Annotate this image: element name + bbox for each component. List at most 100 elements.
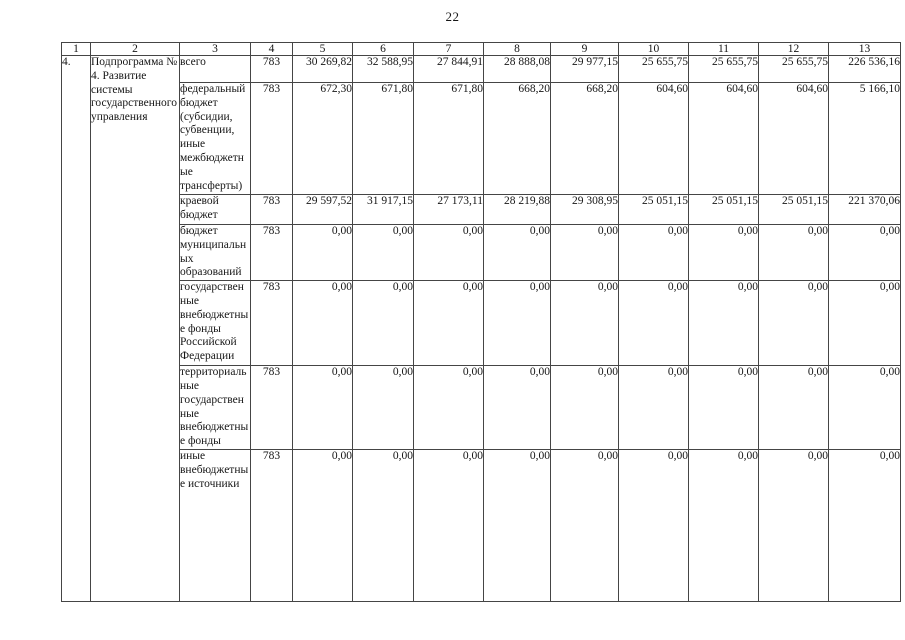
row-number-cell: 4. xyxy=(61,55,91,602)
table-row-municipal-budget: бюджет муниципальных образований 783 0,0… xyxy=(62,223,901,282)
value-cell: 0,00 xyxy=(292,223,353,282)
value-cell: 0,00 xyxy=(352,365,414,450)
column-header-3: 3 xyxy=(179,42,251,56)
value-cell: 0,00 xyxy=(292,365,353,450)
value-cell: 25 655,75 xyxy=(758,55,829,83)
value-cell: 0,00 xyxy=(688,365,759,450)
value-cell: 0,00 xyxy=(618,365,689,450)
column-header-10: 10 xyxy=(618,42,689,56)
program-name-cell: Подпрограмма № 4. Развитие системы госуд… xyxy=(90,55,180,602)
value-cell: 0,00 xyxy=(352,448,414,602)
column-header-13: 13 xyxy=(828,42,901,56)
value-cell: 0,00 xyxy=(550,448,619,602)
value-cell: 28 888,08 xyxy=(483,55,551,83)
table-row-regional-budget: краевой бюджет 783 29 597,52 31 917,15 2… xyxy=(62,194,901,225)
column-header-11: 11 xyxy=(688,42,759,56)
value-cell: 25 655,75 xyxy=(618,55,689,83)
value-cell: 32 588,95 xyxy=(352,55,414,83)
funding-source-cell: территориальные государственные внебюдже… xyxy=(179,365,251,450)
value-cell: 604,60 xyxy=(758,82,829,195)
value-cell: 25 051,15 xyxy=(758,194,829,225)
value-cell: 25 051,15 xyxy=(688,194,759,225)
value-cell: 0,00 xyxy=(758,280,829,367)
value-cell: 27 844,91 xyxy=(413,55,484,83)
value-cell: 0,00 xyxy=(483,448,551,602)
value-cell: 27 173,11 xyxy=(413,194,484,225)
column-header-6: 6 xyxy=(352,42,414,56)
funding-source-cell: краевой бюджет xyxy=(179,194,251,225)
value-cell: 28 219,88 xyxy=(483,194,551,225)
value-cell: 0,00 xyxy=(550,280,619,367)
value-cell: 604,60 xyxy=(688,82,759,195)
value-cell: 0,00 xyxy=(413,223,484,282)
value-cell: 5 166,10 xyxy=(828,82,901,195)
value-cell: 0,00 xyxy=(550,223,619,282)
funding-source-cell: всего xyxy=(179,55,251,83)
value-cell: 0,00 xyxy=(688,448,759,602)
code-cell: 783 xyxy=(250,448,293,602)
value-cell: 31 917,15 xyxy=(352,194,414,225)
value-cell: 0,00 xyxy=(352,223,414,282)
value-cell: 0,00 xyxy=(758,448,829,602)
funding-source-cell: государственные внебюджетные фонды Росси… xyxy=(179,280,251,367)
value-cell: 0,00 xyxy=(483,365,551,450)
code-cell: 783 xyxy=(250,194,293,225)
value-cell: 29 977,15 xyxy=(550,55,619,83)
page-number: 22 xyxy=(445,9,460,24)
value-cell: 671,80 xyxy=(352,82,414,195)
value-cell: 0,00 xyxy=(352,280,414,367)
code-cell: 783 xyxy=(250,223,293,282)
column-header-2: 2 xyxy=(90,42,180,56)
code-cell: 783 xyxy=(250,365,293,450)
table-row-other-extrabudgetary-sources: иные внебюджетные источники 783 0,00 0,0… xyxy=(62,448,901,602)
table-row-state-extrabudgetary-funds: государственные внебюджетные фонды Росси… xyxy=(62,280,901,367)
value-cell: 0,00 xyxy=(483,223,551,282)
table-row-territorial-extrabudgetary-funds: территориальные государственные внебюдже… xyxy=(62,365,901,450)
value-cell: 0,00 xyxy=(483,280,551,367)
column-header-1: 1 xyxy=(61,42,91,56)
column-header-7: 7 xyxy=(413,42,484,56)
column-header-9: 9 xyxy=(550,42,619,56)
value-cell: 0,00 xyxy=(413,280,484,367)
value-cell: 604,60 xyxy=(618,82,689,195)
value-cell: 25 655,75 xyxy=(688,55,759,83)
table-row-total: 4. Подпрограмма № 4. Развитие системы го… xyxy=(61,55,901,602)
value-cell: 0,00 xyxy=(828,280,901,367)
column-header-5: 5 xyxy=(292,42,353,56)
table-header-row: 1 2 3 4 5 6 7 8 9 10 11 12 13 xyxy=(61,42,901,56)
column-header-4: 4 xyxy=(250,42,293,56)
value-cell: 0,00 xyxy=(828,223,901,282)
table-row-federal-budget: федеральный бюджет (субсидии, субвенции,… xyxy=(62,82,901,195)
value-cell: 30 269,82 xyxy=(292,55,353,83)
value-cell: 668,20 xyxy=(550,82,619,195)
value-cell: 0,00 xyxy=(828,365,901,450)
value-cell: 0,00 xyxy=(688,280,759,367)
funding-source-cell: бюджет муниципальных образований xyxy=(179,223,251,282)
value-cell: 0,00 xyxy=(618,223,689,282)
value-cell: 0,00 xyxy=(413,448,484,602)
value-cell: 0,00 xyxy=(758,223,829,282)
value-cell: 668,20 xyxy=(483,82,551,195)
value-cell: 0,00 xyxy=(828,448,901,602)
value-cell: 25 051,15 xyxy=(618,194,689,225)
value-cell: 29 308,95 xyxy=(550,194,619,225)
value-cell: 226 536,16 xyxy=(828,55,901,83)
code-cell: 783 xyxy=(250,55,293,83)
code-cell: 783 xyxy=(250,82,293,195)
code-cell: 783 xyxy=(250,280,293,367)
budget-table: 1 2 3 4 5 6 7 8 9 10 11 12 13 4. Подпрог… xyxy=(61,42,901,602)
value-cell: 0,00 xyxy=(618,448,689,602)
value-cell: 0,00 xyxy=(758,365,829,450)
value-cell: 0,00 xyxy=(292,448,353,602)
value-cell: 29 597,52 xyxy=(292,194,353,225)
value-cell: 0,00 xyxy=(550,365,619,450)
value-cell: 0,00 xyxy=(618,280,689,367)
column-header-12: 12 xyxy=(758,42,829,56)
column-header-8: 8 xyxy=(483,42,551,56)
value-cell: 672,30 xyxy=(292,82,353,195)
funding-source-cell: федеральный бюджет (субсидии, субвенции,… xyxy=(179,82,251,195)
value-cell: 0,00 xyxy=(292,280,353,367)
value-cell: 0,00 xyxy=(688,223,759,282)
funding-source-cell: иные внебюджетные источники xyxy=(179,448,251,602)
value-cell: 0,00 xyxy=(413,365,484,450)
